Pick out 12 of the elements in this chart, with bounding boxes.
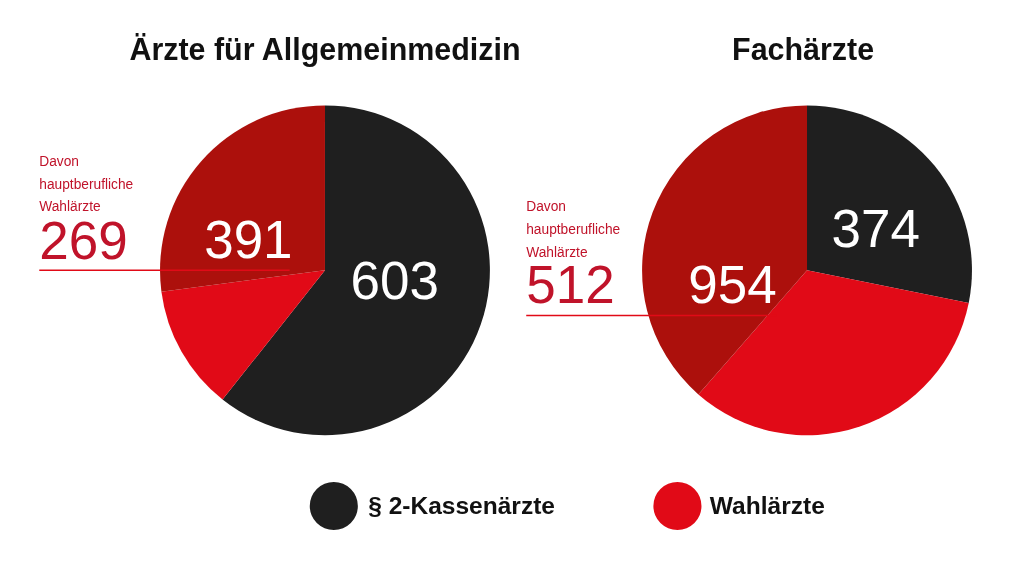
chart-title: Ärzte für Allgemeinmedizin — [129, 32, 521, 68]
text: 391 — [204, 209, 293, 269]
chart-title: Fachärzte — [732, 32, 875, 67]
pie-slice — [160, 105, 325, 292]
text: 954 — [688, 254, 777, 314]
data-label: 603 — [350, 250, 439, 310]
legend-label: Wahlärzte — [709, 491, 825, 519]
pie-slice — [642, 105, 808, 395]
pie-slice — [161, 270, 325, 400]
data-label: 374 — [831, 198, 920, 258]
legend-label: § 2-Kassenärzte — [368, 491, 555, 519]
pie-slice — [807, 105, 972, 303]
